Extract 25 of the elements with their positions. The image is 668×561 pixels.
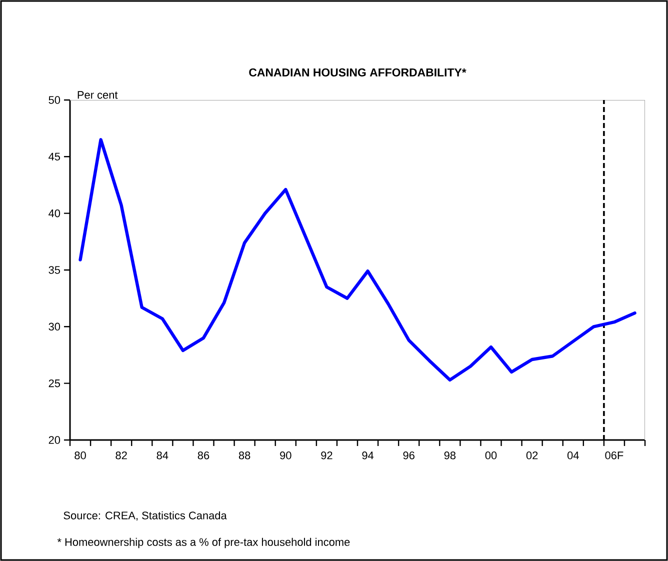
y-tick-label: 35 [48, 266, 60, 274]
x-tick-label: 96 [403, 452, 414, 460]
x-tick-label: 94 [362, 452, 374, 460]
x-tick-label: 86 [198, 452, 210, 460]
y-tick-label: 50 [48, 96, 60, 104]
source-note: Source: CREA, Statistics Canada [64, 511, 227, 521]
x-tick-label: 04 [567, 452, 579, 460]
x-tick-label: 00 [485, 452, 497, 460]
y-tick-label: 40 [48, 209, 60, 218]
x-tick-label: 06F [605, 452, 624, 460]
x-tick-label: 98 [444, 452, 456, 460]
y-tick-label: 20 [48, 436, 60, 444]
y-axis-title: Per cent [78, 91, 118, 99]
y-tick-label: 25 [48, 379, 60, 388]
x-tick-label: 80 [74, 452, 86, 460]
x-tick-label: 92 [321, 452, 332, 460]
text: * Homeownership costs as a % of pre-tax household income [57, 538, 350, 548]
x-tick-label: 88 [238, 452, 250, 460]
x-tick-label: 02 [526, 452, 538, 460]
y-tick-label: 45 [48, 152, 60, 160]
x-tick-label: 90 [280, 452, 292, 460]
y-tick-label: 30 [48, 322, 60, 331]
x-tick-label: 84 [156, 452, 168, 460]
x-tick-label: 82 [116, 452, 127, 460]
chart-title: CANADIAN HOUSING AFFORDABILITY* [249, 68, 466, 76]
